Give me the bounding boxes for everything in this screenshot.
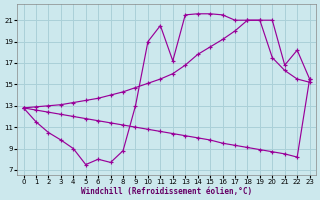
X-axis label: Windchill (Refroidissement éolien,°C): Windchill (Refroidissement éolien,°C) (81, 187, 252, 196)
